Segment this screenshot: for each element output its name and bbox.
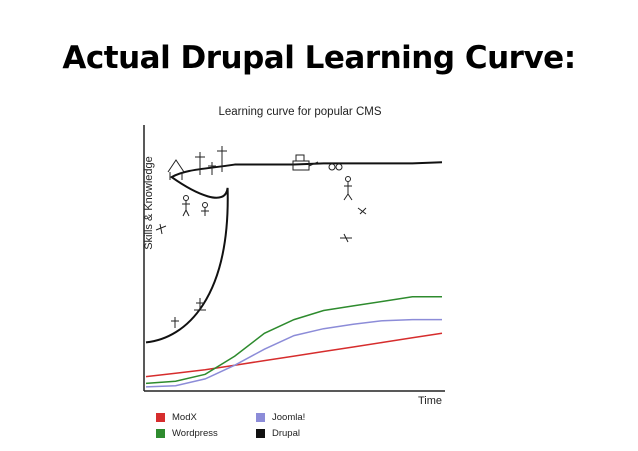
legend-swatch [156, 428, 165, 438]
slide-title: Actual Drupal Learning Curve: [62, 40, 576, 76]
cliff-doodles [155, 146, 367, 328]
chart-legend: ModX Wordpress Joomla! Drupal [150, 410, 370, 442]
series-line-joomla [145, 318, 442, 388]
series-line-modx [145, 332, 443, 378]
legend-swatch [156, 412, 165, 422]
legend-swatch [256, 412, 265, 422]
legend-swatch [256, 428, 265, 438]
legend-label: ModX [172, 411, 197, 423]
series-line-wordpress [145, 296, 442, 385]
legend-item-wordpress: Wordpress [156, 426, 218, 440]
x-axis-label: Time [418, 395, 443, 407]
legend-item-modx: ModX [156, 410, 197, 424]
legend-label: Joomla! [272, 411, 306, 423]
legend-item-drupal: Drupal [256, 426, 300, 440]
legend-item-joomla: Joomla! [256, 410, 305, 424]
chart-title: Learning curve for popular CMS [218, 106, 382, 118]
legend-label: Wordpress [172, 427, 218, 439]
series-line-drupal [145, 161, 443, 344]
legend-label: Drupal [272, 427, 300, 439]
